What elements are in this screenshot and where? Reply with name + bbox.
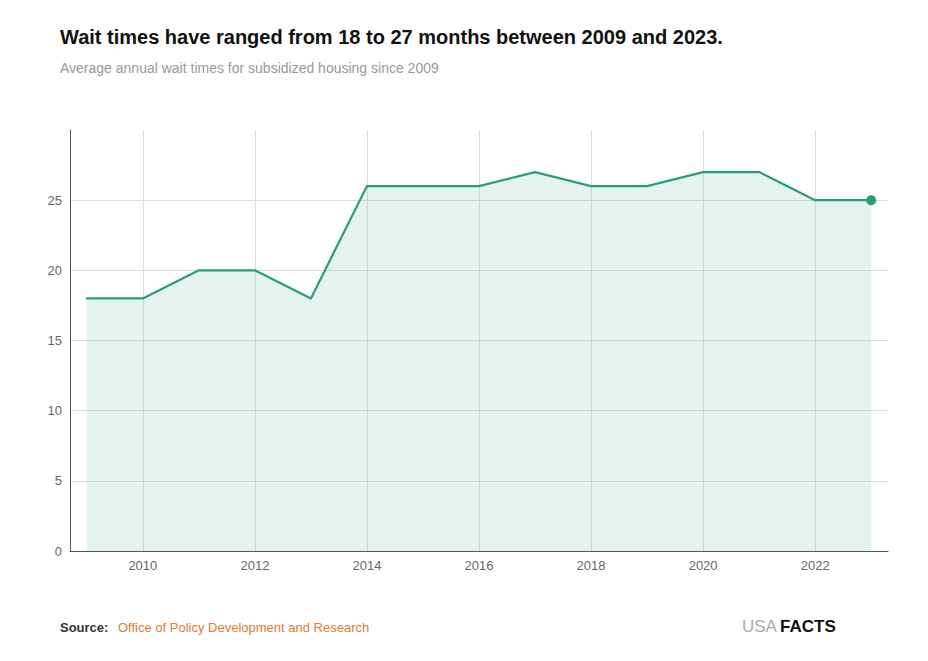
svg-text:5: 5 [55, 473, 62, 488]
svg-text:Wait times have ranged from 18: Wait times have ranged from 18 to 27 mon… [60, 26, 723, 48]
svg-text:0: 0 [55, 544, 62, 559]
svg-text:FACTS: FACTS [780, 617, 836, 636]
svg-text:Average annual wait times for: Average annual wait times for subsidized… [60, 60, 439, 76]
svg-text:10: 10 [48, 403, 62, 418]
svg-text:2014: 2014 [352, 558, 381, 573]
svg-text:USA: USA [742, 617, 778, 636]
svg-text:Office of Policy Development a: Office of Policy Development and Researc… [118, 620, 369, 635]
svg-text:25: 25 [48, 193, 62, 208]
svg-text:2022: 2022 [801, 558, 830, 573]
svg-text:20: 20 [48, 263, 62, 278]
svg-text:Source:: Source: [60, 620, 108, 635]
svg-text:2016: 2016 [465, 558, 494, 573]
svg-text:2012: 2012 [240, 558, 269, 573]
svg-text:2020: 2020 [689, 558, 718, 573]
svg-text:2010: 2010 [128, 558, 157, 573]
svg-text:15: 15 [48, 333, 62, 348]
svg-text:2018: 2018 [577, 558, 606, 573]
